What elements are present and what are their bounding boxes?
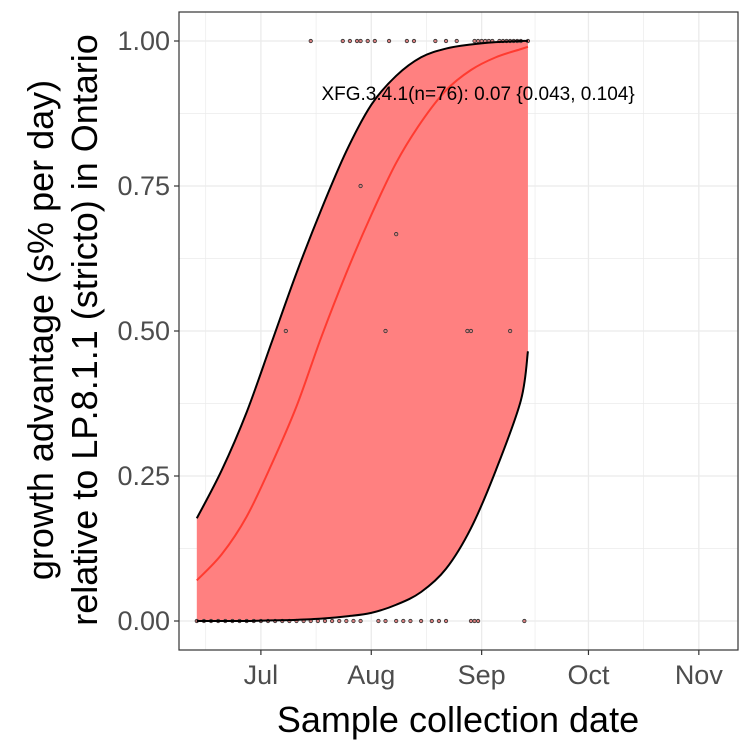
data-point-59 bbox=[479, 38, 484, 44]
confidence-ribbon bbox=[196, 40, 528, 622]
data-point-48 bbox=[358, 38, 363, 44]
data-point-28 bbox=[408, 618, 413, 624]
x-axis-title: Sample collection date bbox=[277, 699, 639, 740]
data-point-35 bbox=[475, 618, 481, 624]
data-point-40 bbox=[468, 328, 474, 334]
x-tick-label-4: Nov bbox=[675, 660, 724, 690]
x-tick-label-0: Jul bbox=[244, 660, 279, 690]
data-point-43 bbox=[358, 183, 363, 189]
data-point-56 bbox=[454, 38, 459, 44]
data-point-42 bbox=[394, 232, 399, 237]
confidence-band bbox=[196, 40, 528, 622]
y-axis-title-line2: relative to LP.8.1.1 (stricto) in Ontari… bbox=[64, 34, 105, 626]
data-point-53 bbox=[411, 38, 417, 44]
data-point-47 bbox=[354, 38, 360, 44]
data-point-18 bbox=[322, 618, 328, 624]
annotation-label: XFG.3.4.1(n=76): 0.07 {0.043, 0.104} bbox=[321, 84, 634, 105]
data-point-25 bbox=[383, 618, 388, 624]
data-point-52 bbox=[404, 38, 409, 44]
fit-lines bbox=[195, 39, 529, 623]
x-tick-label-3: Oct bbox=[567, 660, 610, 690]
data-point-34 bbox=[472, 618, 477, 624]
data-point-54 bbox=[433, 38, 438, 44]
y-tick-label-2: 0.50 bbox=[117, 316, 170, 346]
data-point-33 bbox=[468, 618, 474, 624]
data-point-38 bbox=[383, 328, 388, 334]
data-point-31 bbox=[436, 618, 442, 624]
data-point-26 bbox=[394, 618, 399, 624]
data-point-55 bbox=[443, 38, 449, 44]
data-point-20 bbox=[337, 618, 342, 624]
fit-line bbox=[196, 45, 529, 582]
data-point-30 bbox=[429, 618, 434, 624]
data-point-41 bbox=[508, 328, 513, 334]
data-point-21 bbox=[344, 618, 349, 624]
y-tick-label-0: 0.00 bbox=[117, 606, 170, 636]
data-point-36 bbox=[522, 618, 527, 624]
x-tick-label-2: Sep bbox=[458, 660, 506, 690]
data-point-39 bbox=[465, 328, 470, 334]
data-point-32 bbox=[443, 618, 449, 624]
data-point-45 bbox=[340, 38, 345, 44]
data-point-49 bbox=[365, 38, 370, 44]
data-point-37 bbox=[283, 328, 288, 334]
data-point-44 bbox=[308, 38, 313, 44]
axes: Jul Aug Sep Oct Nov 0.00 0.25 0.50 0.75 1.00 bbox=[117, 26, 723, 690]
data-point-22 bbox=[351, 618, 356, 624]
x-tick-label-1: Aug bbox=[347, 660, 395, 690]
upper-ci-line bbox=[195, 39, 528, 519]
data-point-50 bbox=[372, 38, 377, 44]
data-point-57 bbox=[472, 38, 477, 44]
y-tick-label-4: 1.00 bbox=[117, 26, 170, 56]
lower-ci-line bbox=[196, 351, 529, 623]
data-point-46 bbox=[347, 38, 353, 44]
data-point-27 bbox=[401, 618, 406, 624]
data-point-24 bbox=[376, 618, 381, 624]
data-point-19 bbox=[330, 618, 335, 624]
data-point-58 bbox=[475, 38, 481, 44]
y-tick-label-1: 0.25 bbox=[117, 461, 170, 491]
y-tick-label-3: 0.75 bbox=[117, 171, 170, 201]
data-point-29 bbox=[419, 618, 424, 624]
data-point-23 bbox=[358, 618, 363, 624]
y-axis-title-line1: growth advantage (s% per day) bbox=[20, 80, 61, 580]
data-point-51 bbox=[386, 38, 392, 44]
